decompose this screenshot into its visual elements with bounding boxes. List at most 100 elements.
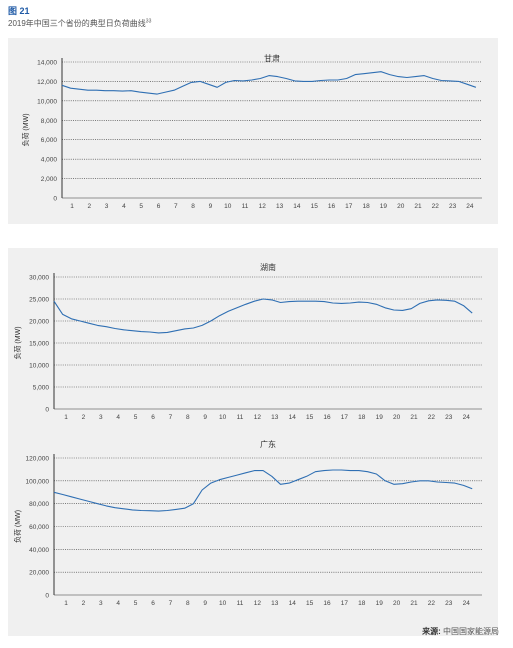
x-tick-label: 7 xyxy=(169,414,173,421)
x-tick-label: 3 xyxy=(105,203,109,210)
y-tick-label: 80,000 xyxy=(29,501,49,508)
chart-1: 甘肃 0 2,000 4,000 6,000 8,000 10,000 12,000 14,00… xyxy=(21,53,482,210)
y-tick-label: 8,000 xyxy=(41,118,58,125)
x-tick-label: 3 xyxy=(99,414,103,421)
x-tick-label: 16 xyxy=(328,203,336,210)
y-tick-label: 0 xyxy=(53,196,57,203)
chart-3: 广东 0 20,000 40,000 60,000 80,000 100,000 120,00… xyxy=(13,439,482,607)
x-tick-label: 13 xyxy=(271,600,279,607)
x-tick-label: 19 xyxy=(380,203,388,210)
x-tick-label: 1 xyxy=(64,600,68,607)
x-tick-label: 11 xyxy=(237,414,244,421)
x-tick-label: 14 xyxy=(293,203,301,210)
x-tick-label: 6 xyxy=(157,203,161,210)
x-tick-label: 15 xyxy=(311,203,319,210)
x-tick-label: 12 xyxy=(259,203,267,210)
y-tick-label: 12,000 xyxy=(37,79,57,86)
x-tick-label: 14 xyxy=(289,600,297,607)
chart-title: 甘肃 xyxy=(264,53,280,63)
x-tick-label: 5 xyxy=(139,203,143,210)
x-tick-label: 21 xyxy=(410,600,418,607)
x-tick-label: 20 xyxy=(393,414,401,421)
y-tick-label: 4,000 xyxy=(41,157,58,164)
y-tick-label: 5,000 xyxy=(33,385,50,392)
y-tick-label: 0 xyxy=(45,407,49,414)
x-tick-label: 10 xyxy=(219,414,227,421)
x-tick-label: 9 xyxy=(203,414,207,421)
x-tick-label: 8 xyxy=(186,414,190,421)
x-tick-label: 18 xyxy=(358,414,366,421)
x-tick-label: 17 xyxy=(341,414,349,421)
x-tick-label: 7 xyxy=(174,203,178,210)
figure-caption-text: 2019年中国三个省份的典型日负荷曲线 xyxy=(8,19,146,28)
source-note: 来源: 中国国家能源局 xyxy=(422,626,499,637)
series-line xyxy=(61,71,477,95)
x-tick-label: 21 xyxy=(414,203,422,210)
x-tick-label: 13 xyxy=(276,203,284,210)
y-tick-label: 25,000 xyxy=(29,297,49,304)
x-tick-label: 21 xyxy=(410,414,418,421)
figure-header: 图 21 2019年中国三个省份的典型日负荷曲线33 xyxy=(8,4,151,29)
x-tick-label: 2 xyxy=(82,414,86,421)
x-tick-label: 11 xyxy=(242,203,249,210)
chart-title: 湖南 xyxy=(260,262,276,272)
x-tick-label: 18 xyxy=(358,600,366,607)
x-tick-label: 17 xyxy=(341,600,349,607)
x-tick-label: 22 xyxy=(432,203,440,210)
y-tick-label: 15,000 xyxy=(29,341,49,348)
x-tick-label: 8 xyxy=(191,203,195,210)
x-tick-label: 2 xyxy=(87,203,91,210)
x-tick-label: 4 xyxy=(122,203,126,210)
chart-panel-bottom xyxy=(8,248,498,636)
x-tick-label: 23 xyxy=(445,414,453,421)
x-tick-label: 24 xyxy=(463,414,471,421)
y-tick-label: 100,000 xyxy=(26,478,50,485)
figure-caption: 2019年中国三个省份的典型日负荷曲线33 xyxy=(8,18,151,29)
chart-panel-top xyxy=(8,38,498,224)
x-tick-label: 15 xyxy=(306,600,314,607)
x-tick-label: 1 xyxy=(70,203,74,210)
y-tick-label: 60,000 xyxy=(29,524,49,531)
y-tick-label: 20,000 xyxy=(29,570,49,577)
x-tick-label: 22 xyxy=(428,600,436,607)
x-tick-label: 17 xyxy=(345,203,353,210)
x-tick-label: 4 xyxy=(116,600,120,607)
x-tick-label: 9 xyxy=(209,203,213,210)
x-tick-label: 8 xyxy=(186,600,190,607)
x-tick-label: 22 xyxy=(428,414,436,421)
y-tick-label: 2,000 xyxy=(41,176,58,183)
x-tick-label: 2 xyxy=(82,600,86,607)
figure-number: 图 21 xyxy=(8,6,30,16)
x-tick-label: 23 xyxy=(445,600,453,607)
x-tick-label: 11 xyxy=(237,600,244,607)
x-tick-label: 13 xyxy=(271,414,279,421)
series-line xyxy=(53,298,473,334)
y-axis-label: 负荷 (MW) xyxy=(21,113,30,146)
y-tick-label: 40,000 xyxy=(29,547,49,554)
x-tick-label: 4 xyxy=(116,414,120,421)
source-label: 来源: xyxy=(422,627,441,636)
y-tick-label: 20,000 xyxy=(29,319,49,326)
x-tick-label: 12 xyxy=(254,600,262,607)
x-tick-label: 10 xyxy=(224,203,232,210)
x-tick-label: 23 xyxy=(449,203,457,210)
x-tick-label: 24 xyxy=(463,600,471,607)
x-tick-label: 5 xyxy=(134,414,138,421)
figure-caption-footnote: 33 xyxy=(145,18,152,25)
y-tick-label: 30,000 xyxy=(29,275,49,282)
x-tick-label: 9 xyxy=(203,600,207,607)
x-tick-label: 16 xyxy=(323,600,331,607)
y-axis-label: 负荷 (MW) xyxy=(13,326,22,359)
x-tick-label: 7 xyxy=(169,600,173,607)
x-tick-label: 20 xyxy=(393,600,401,607)
chart-title: 广东 xyxy=(260,439,276,449)
x-tick-label: 18 xyxy=(362,203,370,210)
x-tick-label: 20 xyxy=(397,203,405,210)
x-tick-label: 19 xyxy=(376,414,384,421)
y-tick-label: 0 xyxy=(45,593,49,600)
x-tick-label: 15 xyxy=(306,414,314,421)
x-tick-label: 6 xyxy=(151,414,155,421)
x-tick-label: 19 xyxy=(376,600,384,607)
